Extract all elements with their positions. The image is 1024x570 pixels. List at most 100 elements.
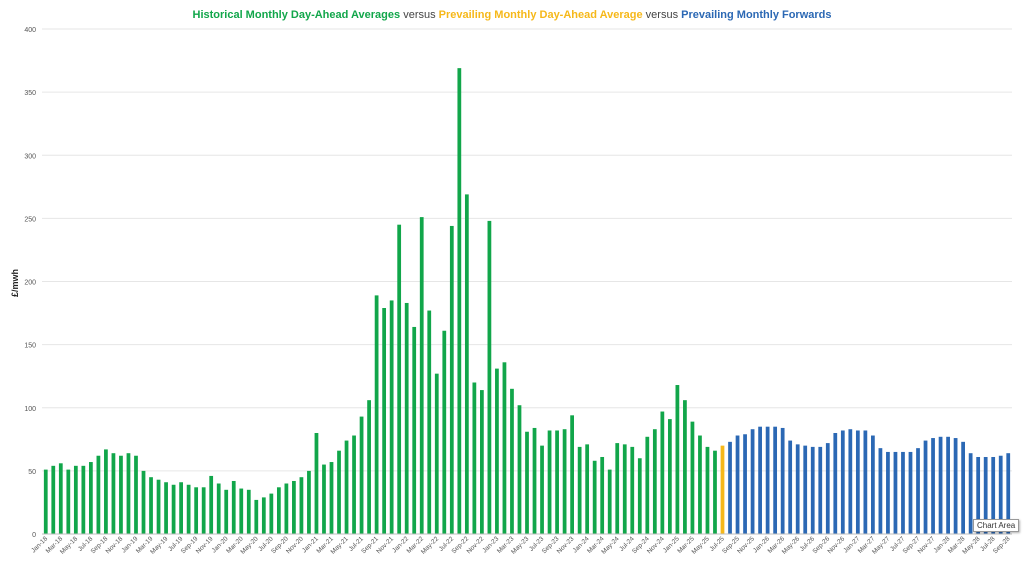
bar-67 — [547, 430, 552, 534]
bar-77 — [622, 444, 627, 534]
bar-60 — [495, 368, 499, 534]
bar-37 — [322, 464, 326, 534]
bar-25 — [231, 480, 236, 534]
bar-86 — [690, 421, 695, 534]
x-tick-label-17: Nov-20 — [285, 535, 305, 555]
chart-title: Historical Monthly Day-Ahead Averages ve… — [0, 9, 1024, 21]
bar-104 — [825, 443, 830, 534]
bar-103 — [818, 446, 823, 534]
bar-1 — [51, 465, 56, 534]
bar-18 — [179, 482, 183, 534]
bar-32 — [284, 483, 289, 534]
bar-106 — [840, 430, 845, 534]
bar-74 — [600, 456, 605, 534]
x-tick-label-35: Nov-23 — [556, 535, 576, 555]
bar-84 — [675, 385, 680, 534]
bar-65 — [532, 427, 537, 534]
bar-55 — [457, 68, 462, 534]
y-tick-label-300: 300 — [24, 153, 36, 160]
bar-80 — [645, 436, 650, 534]
bar-6 — [89, 462, 93, 534]
y-tick-label-250: 250 — [24, 216, 36, 223]
x-tick-label-29: Nov-22 — [466, 535, 486, 555]
bar-31 — [276, 487, 281, 534]
bar-49 — [412, 326, 417, 534]
bar-57 — [472, 382, 477, 534]
bar-111 — [878, 448, 883, 534]
bar-50 — [419, 217, 424, 535]
bar-83 — [667, 419, 672, 534]
x-tick-label-62: May-28 — [961, 535, 982, 556]
y-tick-label-0: 0 — [32, 532, 36, 539]
bar-7 — [96, 455, 101, 534]
bar-93 — [743, 434, 747, 534]
bar-5 — [81, 465, 86, 534]
bar-46 — [389, 300, 394, 534]
bar-40 — [344, 440, 349, 534]
x-tick-label-23: Nov-21 — [375, 535, 395, 555]
bar-17 — [171, 484, 176, 534]
bar-122 — [961, 441, 965, 534]
bar-59 — [487, 220, 492, 534]
bar-30 — [269, 493, 274, 534]
bar-16 — [164, 482, 168, 534]
bar-9 — [111, 453, 116, 534]
bar-63 — [517, 405, 522, 534]
bar-120 — [946, 436, 950, 534]
bar-92 — [735, 435, 740, 534]
bar-81 — [652, 429, 657, 534]
bar-8 — [104, 449, 108, 534]
x-tick-label-5: Nov-18 — [105, 535, 125, 555]
bar-126 — [991, 456, 996, 534]
bar-101 — [803, 445, 808, 535]
bar-26 — [239, 488, 244, 534]
bar-52 — [434, 373, 439, 534]
bar-24 — [224, 489, 229, 534]
y-tick-label-400: 400 — [24, 27, 36, 34]
bar-14 — [149, 477, 153, 534]
bar-51 — [427, 310, 432, 534]
bar-76 — [615, 443, 620, 534]
bar-58 — [480, 390, 484, 534]
bar-95 — [758, 426, 762, 534]
x-tick-label-59: Nov-27 — [917, 535, 937, 555]
bar-20 — [194, 487, 199, 534]
bar-128 — [1006, 453, 1011, 534]
bar-89 — [713, 450, 717, 534]
title-forwards: Prevailing Monthly Forwards — [681, 9, 832, 21]
bar-75 — [607, 469, 612, 534]
bar-64 — [525, 431, 529, 534]
y-tick-label-50: 50 — [28, 469, 36, 476]
bar-12 — [134, 455, 138, 534]
bar-2 — [58, 463, 63, 534]
bar-13 — [141, 470, 146, 535]
bar-11 — [126, 453, 131, 534]
x-tick-label-41: Nov-24 — [646, 535, 666, 555]
bar-125 — [983, 456, 988, 534]
bar-69 — [562, 429, 567, 534]
bar-56 — [464, 194, 469, 534]
bar-41 — [352, 435, 356, 534]
bar-29 — [261, 497, 266, 534]
chart-area-tooltip: Chart Area — [973, 519, 1020, 532]
bar-109 — [863, 430, 868, 534]
bar-27 — [246, 489, 251, 534]
y-tick-label-200: 200 — [24, 280, 36, 287]
bar-107 — [848, 429, 853, 534]
bar-96 — [765, 426, 770, 534]
bar-71 — [577, 446, 582, 534]
bar-82 — [660, 411, 665, 534]
x-tick-label-11: Nov-19 — [195, 535, 215, 555]
bar-21 — [201, 487, 206, 534]
bar-47 — [397, 224, 402, 534]
y-tick-label-100: 100 — [24, 406, 36, 413]
bar-118 — [931, 438, 935, 534]
bar-97 — [773, 426, 778, 534]
bar-39 — [337, 450, 341, 534]
bar-53 — [442, 330, 447, 534]
bar-119 — [938, 436, 943, 534]
bar-115 — [908, 451, 913, 534]
bar-108 — [855, 430, 860, 534]
